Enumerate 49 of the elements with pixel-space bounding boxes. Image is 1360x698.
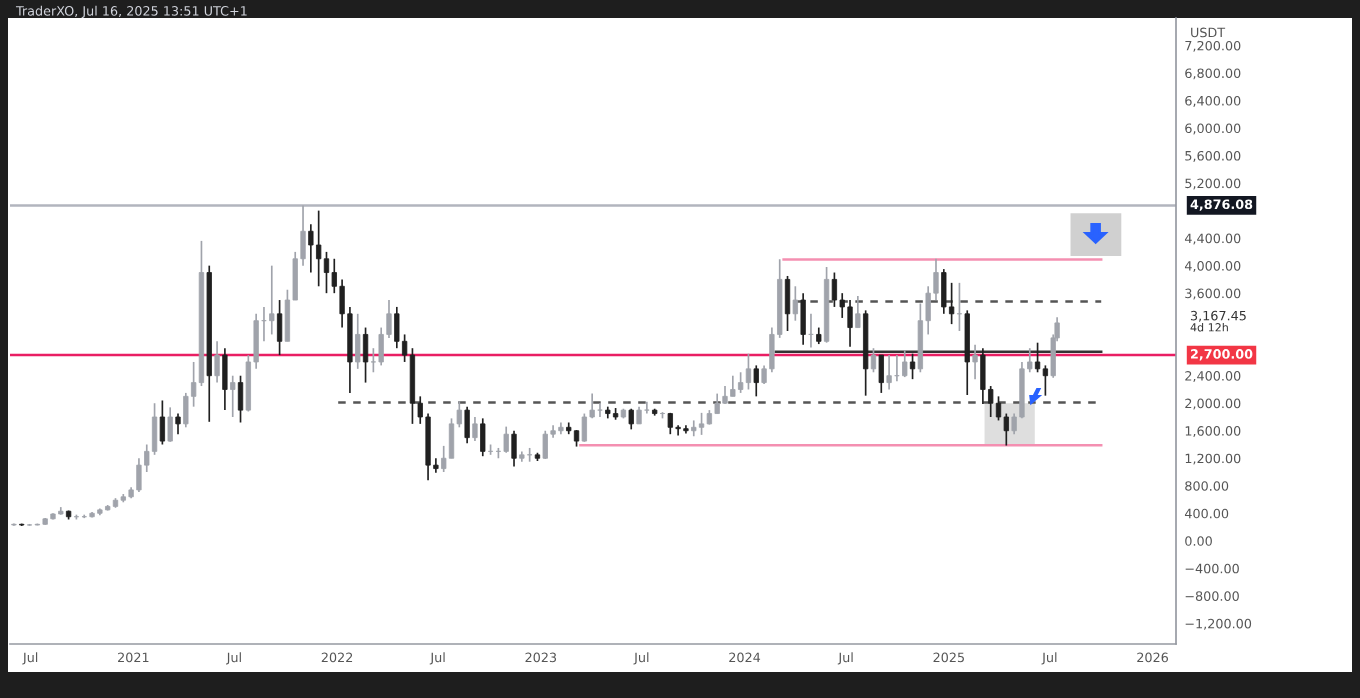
candlestick: [464, 405, 470, 444]
candlestick: [355, 312, 361, 370]
candlestick: [956, 282, 963, 332]
candlestick: [941, 268, 947, 315]
candlestick: [870, 347, 877, 374]
candlestick: [902, 349, 908, 378]
candlestick: [831, 271, 838, 308]
candlestick: [269, 264, 275, 336]
candlestick: [1034, 341, 1041, 374]
candlestick: [894, 354, 900, 383]
candlestick: [1042, 364, 1049, 397]
candlestick: [237, 374, 244, 424]
candlestick: [745, 352, 752, 391]
candlestick: [480, 417, 486, 458]
candlestick: [159, 399, 166, 446]
candlestick: [175, 412, 181, 436]
candlestick: [855, 295, 861, 329]
candlestick: [136, 457, 142, 493]
candlestick: [792, 285, 798, 322]
candlestick: [214, 340, 220, 384]
candlestick: [737, 371, 744, 394]
candlestick: [472, 416, 478, 442]
candlestick: [597, 402, 603, 418]
candlestick: [980, 347, 986, 405]
candlestick: [503, 425, 509, 454]
candlestick: [316, 209, 322, 288]
candlestick: [972, 343, 978, 380]
candlestick: [276, 299, 283, 356]
candlestick: [394, 306, 400, 350]
candlestick: [753, 364, 759, 398]
candlestick: [542, 429, 548, 460]
candlestick: [878, 354, 884, 394]
candlestick: [222, 347, 228, 411]
candlestick: [511, 429, 517, 468]
candlestick: [698, 412, 705, 436]
candlestick: [909, 352, 916, 380]
candlestick: [886, 354, 892, 391]
candlestick: [808, 312, 814, 349]
candlestick: [800, 292, 806, 346]
candlestick: [230, 374, 236, 418]
candlestick: [308, 223, 314, 274]
candlestick: [581, 412, 587, 443]
candlestick: [691, 419, 697, 438]
candlestick: [730, 374, 736, 398]
candlestick: [847, 299, 853, 348]
candlestick: [323, 251, 330, 294]
candlestick: [167, 406, 173, 443]
candlestick: [362, 326, 369, 384]
candlestick: [784, 275, 791, 332]
